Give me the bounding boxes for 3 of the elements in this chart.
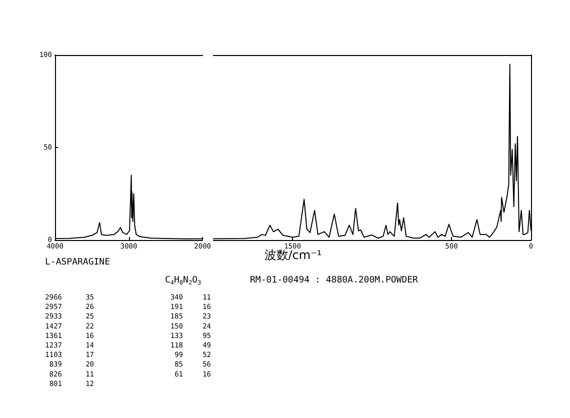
text: L-ASPARAGINE xyxy=(45,258,110,268)
text: RM-01-00494 : 4880A.200M.POWDER xyxy=(250,276,419,286)
x-axis-title: 波数/cm⁻¹ xyxy=(264,248,322,262)
